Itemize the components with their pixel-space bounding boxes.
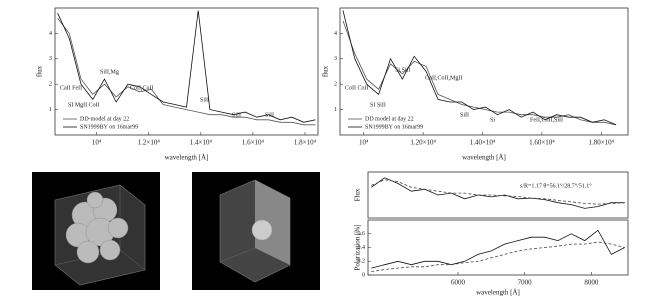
annotation: FeII,CoII,SiII: [530, 117, 563, 123]
x-tick-label: 1.4×10⁴: [190, 139, 213, 147]
x-axis-label: wavelength [Å]: [165, 154, 209, 162]
x-tick-label: 1.20×10⁴: [410, 139, 436, 147]
y-tick-label: 0: [362, 272, 365, 278]
x-tick-label: 1.60×10⁴: [529, 139, 555, 147]
chart-panel: Flux s/R=1.17 θ=56.1°/28.7°/51.1°: [354, 171, 629, 219]
x-tick-label: 1.6×10⁴: [242, 139, 265, 147]
annotation: SI MgII CoII: [68, 102, 100, 108]
y-tick-label: 4: [334, 31, 337, 37]
x-tick-label: 1.8×10⁴: [294, 139, 317, 147]
y-axis-label: Flux: [354, 188, 362, 201]
annotation: SiII: [460, 112, 469, 118]
x-axis-label: wavelength [Å]: [462, 154, 506, 162]
y-tick-label: 1: [334, 107, 337, 113]
y-tick-label: 0.4: [358, 245, 366, 251]
annotation: s/R=1.17 θ=56.1°/28.7°/51.1°: [520, 182, 592, 189]
annotation: CoII,CoII: [130, 85, 154, 91]
render-clumpy: [32, 172, 160, 290]
series-line: [371, 241, 625, 272]
y-tick-label: 3: [334, 56, 337, 62]
y-tick-label: 0.2: [358, 259, 366, 265]
series-line: [371, 229, 625, 269]
legend-label: SN1999BY on 16mar99: [365, 124, 423, 130]
series-line: [342, 10, 617, 126]
annotation: SI SiII: [370, 102, 386, 108]
series-line: [57, 17, 316, 126]
x-axis-label: wavelength [Å]: [476, 289, 520, 297]
y-tick-label: 1: [49, 107, 52, 113]
annotation: SiII: [265, 112, 274, 118]
x-tick-label: 8000: [584, 279, 599, 287]
annotation: SiII: [200, 97, 209, 103]
annotation: CaII FeII: [60, 85, 82, 91]
chart-panel: 6000 7000 8000 0 0.2 0.4 0.6 wavelength [Å] Pola…: [354, 219, 629, 297]
y-tick-label: 3: [49, 56, 52, 62]
series-line: [342, 20, 617, 126]
x-tick-label: 1.40×10⁴: [470, 139, 496, 147]
annotation: Si,SiII: [395, 67, 411, 73]
y-tick-label: 2: [334, 82, 337, 88]
series-line: [371, 177, 625, 209]
x-tick-label: 7000: [518, 279, 533, 287]
annotation: CoII,CoII,MgII: [425, 75, 462, 81]
plot-frame: [339, 7, 629, 136]
render-sphere: [192, 172, 320, 290]
y-axis-label: flux: [322, 65, 330, 77]
plot-frame: [54, 7, 319, 136]
chart-panel: 10⁴ 1.2×10⁴ 1.4×10⁴ 1.6×10⁴ 1.8×10⁴ 1 2 3 4 wavel…: [36, 7, 319, 162]
y-tick-label: 2: [49, 82, 52, 88]
annotation: SiII,Mg: [100, 69, 119, 75]
legend-label: SN1999BY on 16mar99: [80, 124, 138, 130]
legend-label: DD-model at day 22: [80, 116, 129, 122]
series-line: [57, 10, 316, 123]
x-tick-label: 1.80×10⁴: [588, 139, 614, 147]
x-tick-label: 10⁴: [92, 139, 102, 147]
plot-frame: [367, 171, 629, 219]
y-axis-label: flux: [36, 65, 44, 77]
annotation: Si: [490, 117, 495, 123]
annotation: CoII CoII: [345, 85, 369, 91]
annotation: SiII: [232, 112, 241, 118]
chart-panel: 10⁴ 1.20×10⁴ 1.40×10⁴ 1.60×10⁴ 1.80×10⁴ 1 2 3 4 w…: [322, 7, 629, 162]
y-tick-label: 4: [49, 31, 52, 37]
legend-label: DD model at day 22: [365, 116, 414, 122]
y-tick-label: 0.6: [358, 231, 366, 237]
x-tick-label: 1.2×10⁴: [138, 139, 161, 147]
y-axis-label: Polarization [%]: [354, 224, 362, 270]
x-tick-label: 10⁴: [359, 139, 369, 147]
x-tick-label: 6000: [451, 279, 466, 287]
